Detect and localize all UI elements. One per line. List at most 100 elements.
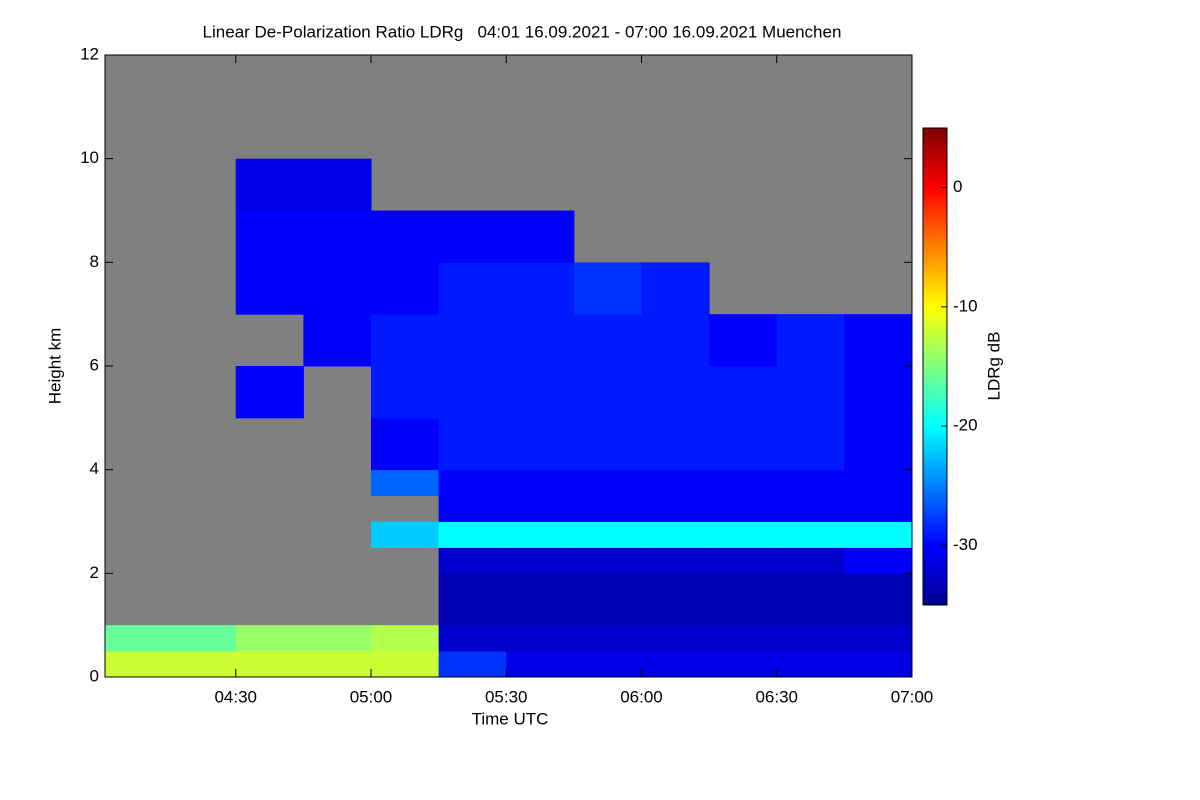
heatmap-cell: [776, 521, 845, 548]
y-tick-label: 4: [90, 459, 99, 478]
heatmap-cell: [709, 366, 778, 419]
y-tick-label: 10: [80, 148, 99, 167]
heatmap-cell: [303, 158, 372, 211]
colorbar-tick-label: -30: [953, 535, 978, 554]
heatmap-cell: [776, 495, 845, 522]
heatmap-cell: [776, 366, 845, 419]
heatmap-cell: [235, 210, 304, 263]
heatmap-cell: [641, 495, 710, 522]
colorbar-label: LDRg dB: [984, 332, 1003, 401]
heatmap-cell: [370, 314, 440, 367]
heatmap-cell: [438, 314, 507, 367]
heatmap-cell: [573, 495, 642, 522]
heatmap-cell: [370, 625, 440, 652]
heatmap-cell: [776, 314, 845, 367]
heatmap-cell: [235, 366, 304, 419]
heatmap-cell: [844, 417, 912, 471]
heatmap-cell: [844, 314, 912, 367]
heatmap-cell: [438, 651, 507, 677]
heatmap-cell: [370, 366, 440, 419]
colorbar-tick-label: 0: [953, 177, 962, 196]
heatmap-cell: [370, 210, 440, 263]
heatmap-cell: [776, 573, 845, 600]
x-tick-label: 04:30: [214, 687, 257, 706]
heatmap-cell: [168, 625, 237, 652]
x-tick-label: 06:00: [620, 687, 663, 706]
heatmap-cell: [776, 599, 845, 626]
heatmap-cell: [641, 547, 710, 574]
heatmap-cell: [709, 573, 778, 600]
heatmap: [105, 55, 912, 677]
heatmap-cell: [776, 469, 845, 497]
heatmap-cell: [573, 366, 642, 419]
x-axis-label: Time UTC: [472, 709, 549, 728]
heatmap-cell: [641, 625, 710, 652]
heatmap-cell: [573, 599, 642, 626]
x-tick-label: 06:30: [755, 687, 798, 706]
heatmap-cell: [506, 547, 575, 574]
heatmap-cell: [641, 651, 710, 677]
heatmap-cell: [573, 651, 642, 677]
x-tick-label: 05:00: [350, 687, 393, 706]
heatmap-cell: [235, 625, 304, 652]
heatmap-cell: [438, 417, 507, 471]
x-tick-label: 07:00: [891, 687, 934, 706]
heatmap-cell: [776, 417, 845, 471]
heatmap-cell: [370, 521, 440, 548]
heatmap-cell: [844, 521, 912, 548]
heatmap-cell: [709, 599, 778, 626]
heatmap-cell: [709, 495, 778, 522]
heatmap-cell: [709, 521, 778, 548]
heatmap-cell: [709, 314, 778, 367]
heatmap-cell: [506, 495, 575, 522]
heatmap-cell: [776, 651, 845, 677]
heatmap-cell: [303, 651, 372, 677]
heatmap-cell: [105, 625, 169, 652]
heatmap-cell: [573, 417, 642, 471]
heatmap-cell: [506, 210, 575, 263]
heatmap-cell: [506, 599, 575, 626]
heatmap-cell: [235, 651, 304, 677]
heatmap-cell: [506, 573, 575, 600]
heatmap-cell: [641, 314, 710, 367]
y-tick-label: 12: [80, 44, 99, 63]
heatmap-cell: [776, 625, 845, 652]
heatmap-cell: [506, 417, 575, 471]
heatmap-cell: [844, 495, 912, 522]
heatmap-cell: [709, 625, 778, 652]
heatmap-cell: [709, 651, 778, 677]
heatmap-cell: [303, 314, 372, 367]
heatmap-cell: [641, 366, 710, 419]
heatmap-cell: [709, 469, 778, 497]
chart-title: Linear De-Polarization Ratio LDRg 04:01 …: [203, 22, 842, 41]
heatmap-cell: [370, 651, 440, 677]
heatmap-cell: [506, 651, 575, 677]
heatmap-cell: [506, 625, 575, 652]
y-tick-label: 0: [90, 666, 99, 685]
heatmap-cell: [641, 262, 710, 315]
heatmap-cell: [506, 262, 575, 315]
heatmap-cell: [844, 366, 912, 419]
y-tick-label: 8: [90, 252, 99, 271]
x-tick-label: 05:30: [485, 687, 528, 706]
heatmap-cell: [438, 210, 507, 263]
heatmap-cell: [438, 495, 507, 522]
heatmap-cell: [370, 262, 440, 315]
heatmap-cell: [573, 314, 642, 367]
heatmap-cell: [370, 417, 440, 471]
heatmap-cell: [641, 469, 710, 497]
heatmap-cell: [844, 469, 912, 497]
heatmap-cell: [438, 366, 507, 419]
heatmap-cell: [506, 314, 575, 367]
heatmap-cell: [303, 625, 372, 652]
heatmap-cell: [776, 547, 845, 574]
heatmap-cell: [438, 262, 507, 315]
heatmap-cell: [506, 469, 575, 497]
colorbar-tick-label: -20: [953, 416, 978, 435]
heatmap-cell: [573, 469, 642, 497]
heatmap-cell: [573, 521, 642, 548]
y-tick-label: 2: [90, 563, 99, 582]
heatmap-cell: [844, 547, 912, 574]
heatmap-cell: [573, 625, 642, 652]
heatmap-cell: [844, 599, 912, 626]
